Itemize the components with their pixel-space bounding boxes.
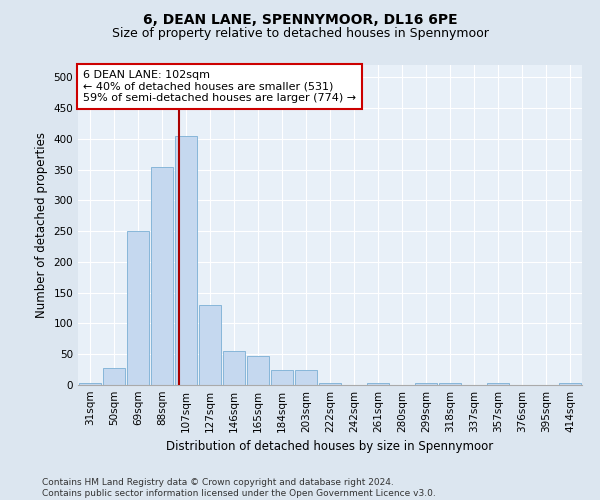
Bar — [487, 383, 509, 385]
Bar — [247, 356, 269, 385]
X-axis label: Distribution of detached houses by size in Spennymoor: Distribution of detached houses by size … — [166, 440, 494, 454]
Text: Contains HM Land Registry data © Crown copyright and database right 2024.
Contai: Contains HM Land Registry data © Crown c… — [42, 478, 436, 498]
Bar — [103, 368, 125, 385]
Bar — [127, 231, 149, 385]
Text: 6, DEAN LANE, SPENNYMOOR, DL16 6PE: 6, DEAN LANE, SPENNYMOOR, DL16 6PE — [143, 12, 457, 26]
Bar — [295, 370, 317, 385]
Bar — [223, 351, 245, 385]
Bar — [319, 383, 341, 385]
Text: Size of property relative to detached houses in Spennymoor: Size of property relative to detached ho… — [112, 28, 488, 40]
Bar — [79, 383, 101, 385]
Text: 6 DEAN LANE: 102sqm
← 40% of detached houses are smaller (531)
59% of semi-detac: 6 DEAN LANE: 102sqm ← 40% of detached ho… — [83, 70, 356, 103]
Bar — [559, 383, 581, 385]
Bar — [199, 305, 221, 385]
Bar — [175, 136, 197, 385]
Bar — [271, 370, 293, 385]
Bar — [151, 166, 173, 385]
Bar — [439, 383, 461, 385]
Bar — [415, 383, 437, 385]
Y-axis label: Number of detached properties: Number of detached properties — [35, 132, 48, 318]
Bar — [367, 383, 389, 385]
